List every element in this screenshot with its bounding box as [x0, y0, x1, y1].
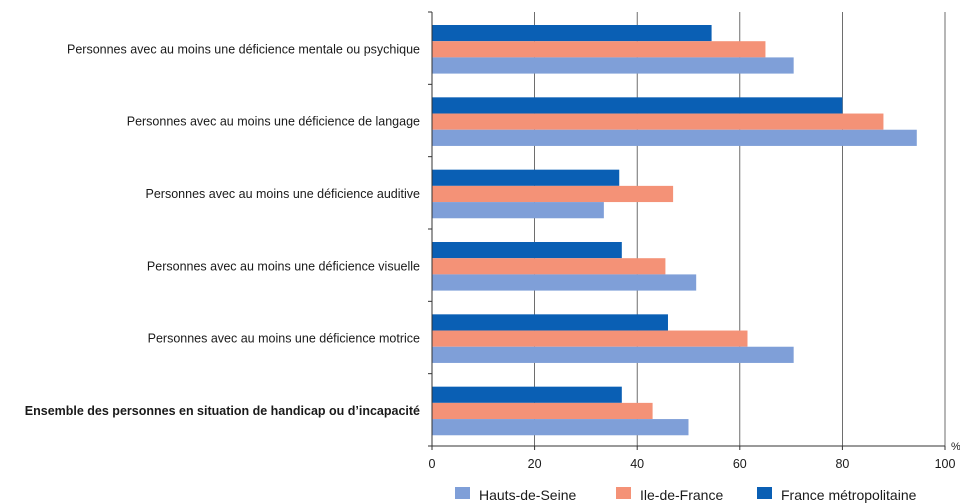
x-unit-label: %	[951, 441, 960, 453]
bar-hauts-de-seine-4	[432, 274, 697, 291]
category-label: Personnes avec au moins une déficience v…	[147, 259, 420, 273]
legend-swatch-france-metropolitaine	[757, 487, 772, 499]
x-tick-label-0: 0	[429, 457, 436, 471]
category-label: Personnes avec au moins une déficience d…	[127, 115, 420, 129]
legend-label-hauts-de-seine: Hauts-de-Seine	[479, 487, 576, 503]
x-tick-label-80: 80	[835, 457, 849, 471]
bar-france-metropolitaine-5	[432, 314, 668, 331]
bar-hauts-de-seine-1	[432, 57, 794, 74]
bar-ile-de-france-3	[432, 185, 674, 203]
legend-swatch-hauts-de-seine	[455, 487, 470, 499]
category-label: Ensemble des personnes en situation de h…	[25, 404, 420, 418]
legend: Hauts-de-Seine Ile-de-France France métrop…	[455, 487, 917, 503]
bar-france-metropolitaine-6	[432, 386, 622, 403]
bar-france-metropolitaine-1	[432, 25, 712, 42]
bar-france-metropolitaine-3	[432, 169, 620, 186]
bar-hauts-de-seine-5	[432, 346, 794, 363]
category-labels: Personnes avec au moins une déficience m…	[25, 42, 420, 418]
gridlines	[534, 12, 946, 446]
category-label: Personnes avec au moins une déficience m…	[148, 332, 420, 346]
bar-hauts-de-seine-3	[432, 202, 604, 219]
bar-france-metropolitaine-2	[432, 97, 843, 114]
bar-ile-de-france-2	[432, 113, 884, 130]
category-label: Personnes avec au moins une déficience m…	[67, 42, 420, 56]
legend-label-france-metropolitaine: France métropolitaine	[781, 487, 917, 503]
bar-ile-de-france-1	[432, 41, 766, 58]
category-label: Personnes avec au moins une déficience a…	[146, 187, 421, 201]
legend-label-ile-de-france: Ile-de-France	[640, 487, 723, 503]
x-tick-label-100: 100	[935, 457, 956, 471]
axes	[428, 11, 946, 450]
x-tick-label-60: 60	[733, 457, 747, 471]
legend-swatch-ile-de-france	[616, 487, 631, 499]
x-tick-label-40: 40	[630, 457, 644, 471]
x-tick-labels: 0 20 40 60 80 100	[429, 457, 956, 471]
bar-ile-de-france-4	[432, 258, 666, 275]
bar-hauts-de-seine-2	[432, 129, 917, 146]
bar-hauts-de-seine-6	[432, 419, 689, 436]
bar-ile-de-france-5	[432, 330, 748, 347]
bar-ile-de-france-6	[432, 402, 653, 420]
bar-france-metropolitaine-4	[432, 242, 622, 259]
bars	[432, 25, 917, 436]
x-tick-label-20: 20	[528, 457, 542, 471]
